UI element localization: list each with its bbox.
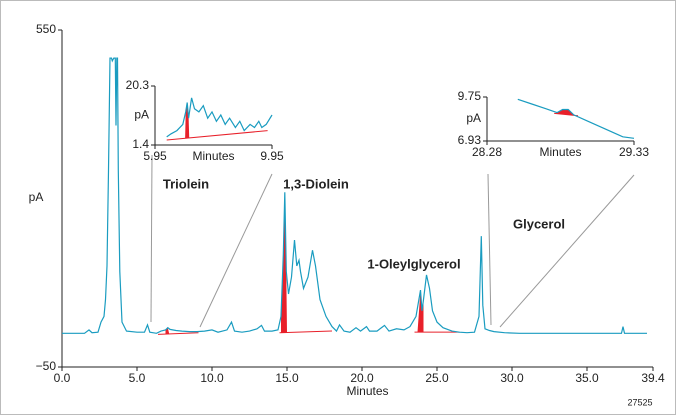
y-tick-label: 20.3 — [126, 78, 150, 92]
integration-fill — [281, 192, 287, 333]
peak-label: 1-Oleylglycerol — [367, 256, 460, 271]
x-tick-label: 10.0 — [200, 371, 224, 385]
x-axis-label: Minutes — [539, 145, 581, 159]
x-tick-label: 39.4 — [641, 371, 665, 385]
trace — [166, 97, 273, 138]
y-tick-label: 1.4 — [132, 137, 149, 151]
integration-baseline — [279, 330, 333, 334]
x-tick-label: 5.95 — [143, 149, 167, 163]
y-tick-label: 550 — [36, 22, 56, 36]
figure-number: 27525 — [627, 397, 652, 407]
leader-line — [499, 174, 635, 328]
x-tick-label: 5.0 — [129, 371, 146, 385]
x-tick-label: 35.0 — [575, 371, 599, 385]
y-axis-label: pA — [29, 190, 44, 204]
peak-label: Triolein — [163, 176, 209, 191]
integration-fill — [417, 290, 424, 333]
y-tick-label: 6.93 — [458, 133, 482, 147]
y-tick-label: 9.75 — [458, 89, 482, 103]
x-tick-label: 25.0 — [425, 371, 449, 385]
x-tick-label: 20.0 — [350, 371, 374, 385]
leader-line — [150, 154, 153, 323]
peak-label: Glycerol — [513, 216, 565, 231]
peak-label: 1,3-Diolein — [283, 176, 349, 191]
x-axis-label: Minutes — [346, 384, 388, 398]
x-axis-label: Minutes — [192, 149, 234, 163]
trace — [62, 57, 647, 334]
x-tick-label: 15.0 — [275, 371, 299, 385]
x-tick-label: 0.0 — [54, 371, 71, 385]
leader-line — [487, 173, 492, 326]
trace — [517, 98, 635, 139]
leader-lines — [150, 154, 635, 328]
integration-baseline — [166, 130, 268, 141]
y-tick-label: −50 — [36, 359, 57, 373]
x-tick-label: 30.0 — [500, 371, 524, 385]
x-tick-label: 9.95 — [260, 149, 284, 163]
x-tick-label: 28.28 — [472, 145, 502, 159]
y-axis-label: pA — [134, 108, 149, 122]
integration-baseline — [157, 332, 199, 335]
x-tick-label: 29.33 — [619, 145, 649, 159]
y-axis-label: pA — [466, 111, 481, 125]
leader-line — [199, 173, 273, 328]
